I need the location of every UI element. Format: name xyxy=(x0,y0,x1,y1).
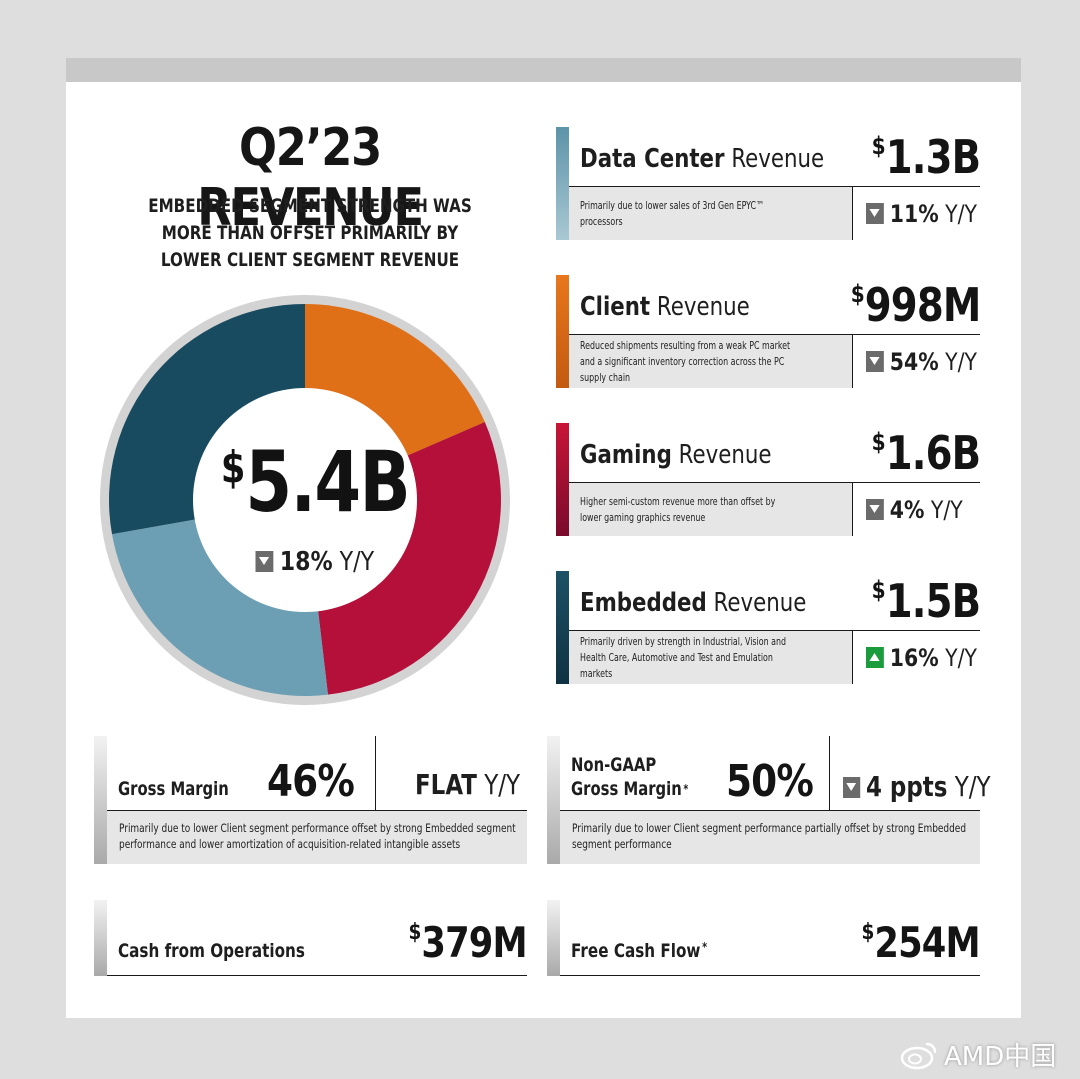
gross-margin-label: Gross Margin xyxy=(118,778,229,800)
watermark-text: AMD中国 xyxy=(944,1042,1057,1072)
segment-value: $1.5B xyxy=(871,574,980,628)
gray-accent-bar xyxy=(94,900,107,976)
segment-title: Gaming Revenue xyxy=(580,440,772,470)
donut-hole xyxy=(193,388,417,612)
up-arrow-icon xyxy=(866,647,884,668)
cash-from-operations-box: Cash from Operations $379M xyxy=(94,900,528,976)
nongaap-margin-value: 50% xyxy=(726,756,814,807)
segment-title: Data Center Revenue xyxy=(580,144,825,174)
segment-description: Primarily driven by strength in Industri… xyxy=(569,631,853,684)
free-cash-flow-box: Free Cash Flow * $254M xyxy=(547,900,981,976)
weibo-icon xyxy=(900,1042,937,1069)
segment-change: 11% Y/Y xyxy=(866,200,977,228)
watermark: AMD中国 xyxy=(900,1036,1056,1073)
segment-value: $998M xyxy=(850,278,981,332)
gross-margin-change: FLAT Y/Y xyxy=(415,768,521,801)
total-revenue: $5.4B xyxy=(183,440,447,524)
down-arrow-icon xyxy=(866,203,884,224)
total-amount: 5.4B xyxy=(245,433,410,531)
segment-color-bar xyxy=(556,275,569,388)
gray-accent-bar xyxy=(94,736,107,864)
gross-margin-box: Primarily due to lower Client segment pe… xyxy=(94,736,527,864)
down-arrow-icon xyxy=(866,499,884,520)
segment-color-bar xyxy=(556,423,569,536)
gray-accent-bar xyxy=(547,736,560,864)
segment-card-data-center: Data Center Revenue $1.3B Primarily due … xyxy=(556,127,981,240)
segment-value: $1.3B xyxy=(871,130,980,184)
top-banner-strip xyxy=(66,58,1021,82)
segment-color-bar xyxy=(556,571,569,684)
divider xyxy=(560,975,980,976)
divider xyxy=(569,334,980,335)
page-subtitle: EMBEDDED SEGMENT STRENGTH WAS MORE THAN … xyxy=(148,196,472,271)
gross-margin-description: Primarily due to lower Client segment pe… xyxy=(107,811,527,864)
segment-change: 4% Y/Y xyxy=(866,496,963,524)
divider xyxy=(569,186,980,187)
nongaap-margin-box: Primarily due to lower Client segment pe… xyxy=(547,736,980,864)
divider xyxy=(569,630,980,631)
nongaap-margin-label: Non-GAAP Gross Margin * xyxy=(571,754,689,800)
divider xyxy=(375,736,376,810)
page-title: Q2’23 REVENUE xyxy=(197,118,424,238)
segment-value: $1.6B xyxy=(871,426,980,480)
total-change-value: 18% xyxy=(279,547,333,577)
gross-margin-value: 46% xyxy=(267,756,355,807)
revenue-donut-chart xyxy=(100,295,510,705)
down-arrow-icon xyxy=(255,551,274,572)
free-cash-flow-value: $254M xyxy=(861,918,981,967)
free-cash-flow-label: Free Cash Flow * xyxy=(571,940,708,962)
segment-change: 54% Y/Y xyxy=(866,348,977,376)
divider xyxy=(560,810,980,811)
divider xyxy=(569,482,980,483)
segment-title: Client Revenue xyxy=(580,292,750,322)
segment-description: Primarily due to lower sales of 3rd Gen … xyxy=(569,187,853,240)
nongaap-margin-description: Primarily due to lower Client segment pe… xyxy=(560,811,980,864)
nongaap-margin-change: 4 ppts Y/Y xyxy=(843,770,991,803)
divider xyxy=(852,631,853,684)
total-change: 18% Y/Y xyxy=(175,547,456,577)
segment-card-gaming: Gaming Revenue $1.6B Higher semi-custom … xyxy=(556,423,981,536)
divider xyxy=(107,810,527,811)
cash-ops-value: $379M xyxy=(408,918,528,967)
total-currency: $ xyxy=(220,442,245,493)
divider xyxy=(852,187,853,240)
gray-accent-bar xyxy=(547,900,560,976)
segment-title: Embedded Revenue xyxy=(580,588,807,618)
down-arrow-icon xyxy=(843,777,861,798)
segment-card-client: Client Revenue $998M Reduced shipments r… xyxy=(556,275,981,388)
segment-color-bar xyxy=(556,127,569,240)
down-arrow-icon xyxy=(866,351,884,372)
divider xyxy=(852,483,853,536)
divider xyxy=(107,975,527,976)
segment-description: Higher semi-custom revenue more than off… xyxy=(569,483,853,536)
divider xyxy=(852,335,853,388)
cash-ops-label: Cash from Operations xyxy=(118,940,305,962)
segment-card-embedded: Embedded Revenue $1.5B Primarily driven … xyxy=(556,571,981,684)
segment-description: Reduced shipments resulting from a weak … xyxy=(569,335,853,388)
divider xyxy=(829,736,830,810)
segment-change: 16% Y/Y xyxy=(866,644,977,672)
total-change-unit: Y/Y xyxy=(339,547,375,577)
